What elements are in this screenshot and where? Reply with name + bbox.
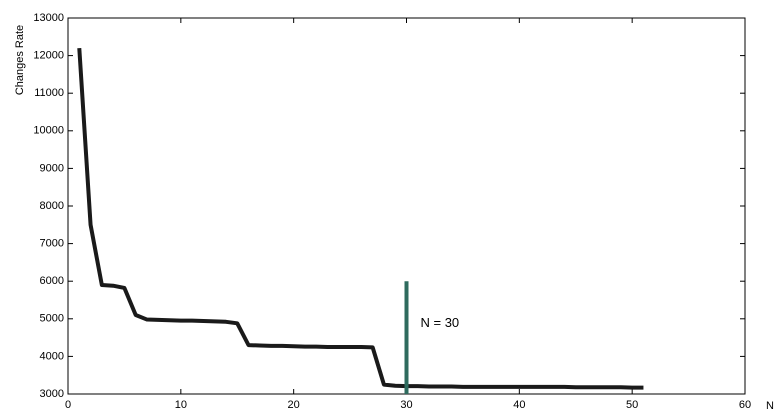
y-tick-label: 4000 (40, 350, 64, 362)
x-tick-label: 60 (739, 399, 751, 411)
data-line (77, 47, 644, 390)
y-tick-label: 3000 (40, 388, 64, 400)
x-axis-label: N (766, 400, 774, 412)
y-tick-label: 5000 (40, 313, 64, 325)
annotation-label: N = 30 (421, 315, 460, 330)
y-tick-label: 6000 (40, 275, 64, 287)
y-tick-label: 11000 (34, 87, 64, 99)
y-tick-label: 8000 (40, 200, 64, 212)
y-tick-label: 12000 (33, 50, 64, 62)
x-tick-label: 30 (400, 399, 412, 411)
y-tick-label: 13000 (33, 12, 64, 24)
x-tick-label: 0 (65, 399, 71, 411)
x-tick-label: 50 (626, 399, 638, 411)
y-tick-label: 7000 (40, 238, 64, 250)
x-tick-label: 20 (288, 399, 300, 411)
y-tick-label: 10000 (33, 125, 64, 137)
y-axis-label: Changes Rate (14, 25, 26, 95)
x-tick-label: 10 (175, 399, 187, 411)
x-tick-label: 40 (513, 399, 525, 411)
y-tick-label: 9000 (40, 162, 64, 174)
